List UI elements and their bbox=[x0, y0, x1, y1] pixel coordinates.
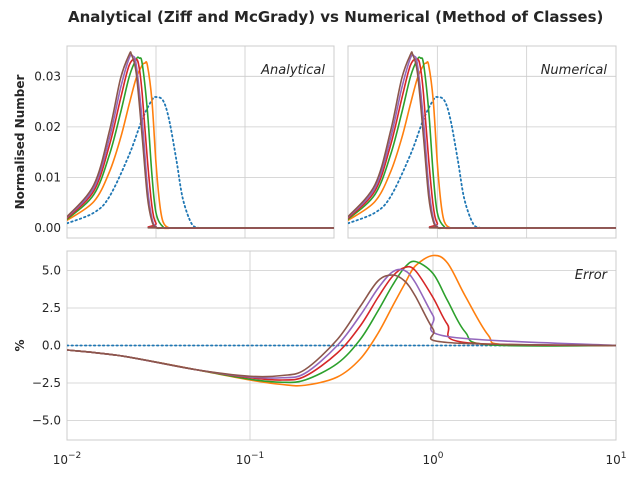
x-tick-label: 101 bbox=[605, 451, 626, 467]
series-line-5 bbox=[67, 51, 334, 229]
series-line-1 bbox=[67, 254, 616, 387]
series-line-0 bbox=[348, 96, 481, 229]
series-group bbox=[67, 51, 334, 230]
y-tick-label: −5.0 bbox=[32, 414, 61, 428]
analytical-panel: 0.00 0.01 0.02 0.03 Normalised Number Analyti… bbox=[13, 45, 335, 239]
y-axis-label: Normalised Number bbox=[13, 75, 27, 210]
axes-frame bbox=[347, 45, 617, 239]
series-line-0 bbox=[67, 96, 200, 229]
y-tick-label: 0.00 bbox=[34, 221, 61, 235]
series-line-4 bbox=[67, 268, 616, 379]
series-line-5 bbox=[348, 51, 616, 229]
series-line-2 bbox=[67, 260, 616, 384]
y-tick-label: 0.01 bbox=[34, 170, 61, 184]
x-tick-label: 10−2 bbox=[53, 451, 82, 467]
series-line-3 bbox=[67, 265, 616, 381]
series-group bbox=[348, 51, 616, 230]
y-tick-label: −2.5 bbox=[32, 376, 61, 390]
series-line-3 bbox=[348, 58, 616, 230]
panel-annotation: Numerical bbox=[541, 63, 608, 78]
error-panel: −5.0 −2.5 0.0 2.5 5.0 10−2 10−1 100 101% Error bbox=[13, 250, 627, 467]
y-tick-label: 2.5 bbox=[42, 301, 61, 315]
x-tick-label: 100 bbox=[422, 451, 443, 467]
panel-annotation: Error bbox=[575, 268, 609, 283]
panel-annotation: Analytical bbox=[260, 63, 325, 78]
y-tick-label: 0.0 bbox=[42, 339, 61, 353]
y-axis-label: % bbox=[13, 339, 27, 351]
axes-frame bbox=[66, 45, 335, 239]
numerical-panel: Numerical bbox=[347, 45, 617, 239]
series-group bbox=[67, 254, 616, 387]
y-tick-label: 5.0 bbox=[42, 264, 61, 278]
y-tick-label: 0.02 bbox=[34, 120, 61, 134]
y-tick-label: 0.03 bbox=[34, 69, 61, 83]
x-tick-label: 10−1 bbox=[236, 451, 265, 467]
series-line-5 bbox=[67, 274, 616, 378]
figure-title: Analytical (Ziff and McGrady) vs Numeric… bbox=[68, 8, 603, 26]
series-line-3 bbox=[67, 58, 334, 230]
